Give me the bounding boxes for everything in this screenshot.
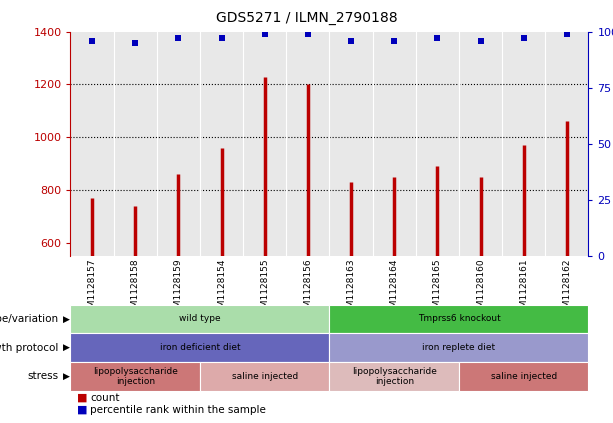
Text: ▶: ▶ <box>63 314 70 324</box>
Text: stress: stress <box>27 371 58 382</box>
Point <box>476 37 485 44</box>
Text: ▶: ▶ <box>63 372 70 381</box>
Text: saline injected: saline injected <box>232 372 298 381</box>
Point <box>87 37 97 44</box>
Point <box>131 39 140 46</box>
Point <box>433 35 443 42</box>
Point <box>260 30 270 37</box>
Text: ▶: ▶ <box>63 343 70 352</box>
Text: GDS5271 / ILMN_2790188: GDS5271 / ILMN_2790188 <box>216 11 397 25</box>
Point <box>519 35 528 42</box>
Text: ■: ■ <box>77 405 87 415</box>
Point <box>562 30 572 37</box>
Text: growth protocol: growth protocol <box>0 343 58 353</box>
Text: Tmprss6 knockout: Tmprss6 knockout <box>417 314 500 324</box>
Text: wild type: wild type <box>179 314 221 324</box>
Text: genotype/variation: genotype/variation <box>0 314 58 324</box>
Point <box>303 30 313 37</box>
Text: count: count <box>90 393 120 403</box>
Text: iron replete diet: iron replete diet <box>422 343 495 352</box>
Point <box>389 37 399 44</box>
Text: iron deficient diet: iron deficient diet <box>159 343 240 352</box>
Point <box>173 35 183 42</box>
Text: saline injected: saline injected <box>490 372 557 381</box>
Text: percentile rank within the sample: percentile rank within the sample <box>90 405 266 415</box>
Text: lipopolysaccharide
injection: lipopolysaccharide injection <box>352 367 436 386</box>
Text: ■: ■ <box>77 393 87 403</box>
Text: lipopolysaccharide
injection: lipopolysaccharide injection <box>93 367 178 386</box>
Point <box>216 35 226 42</box>
Point <box>346 37 356 44</box>
